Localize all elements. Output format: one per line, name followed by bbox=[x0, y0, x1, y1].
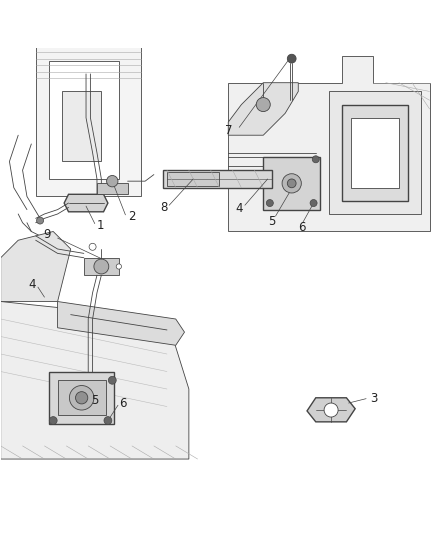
Circle shape bbox=[287, 179, 295, 188]
Text: 5: 5 bbox=[268, 215, 275, 228]
Polygon shape bbox=[57, 380, 106, 415]
Circle shape bbox=[106, 175, 118, 187]
Circle shape bbox=[108, 376, 116, 384]
Circle shape bbox=[311, 156, 318, 163]
Polygon shape bbox=[166, 172, 219, 185]
Polygon shape bbox=[228, 56, 428, 231]
Text: 2: 2 bbox=[128, 210, 135, 223]
Circle shape bbox=[69, 385, 94, 410]
Circle shape bbox=[94, 259, 109, 274]
Text: 9: 9 bbox=[43, 229, 50, 241]
Polygon shape bbox=[1, 231, 71, 302]
Polygon shape bbox=[64, 195, 108, 212]
Text: 1: 1 bbox=[96, 219, 104, 232]
Polygon shape bbox=[228, 83, 297, 135]
Circle shape bbox=[256, 98, 270, 111]
Circle shape bbox=[323, 403, 337, 417]
Polygon shape bbox=[306, 398, 354, 422]
Circle shape bbox=[287, 54, 295, 63]
Circle shape bbox=[266, 199, 273, 207]
Circle shape bbox=[116, 264, 121, 269]
Circle shape bbox=[49, 417, 57, 424]
Text: 5: 5 bbox=[91, 394, 98, 407]
Polygon shape bbox=[49, 61, 119, 179]
Circle shape bbox=[75, 392, 88, 404]
Circle shape bbox=[36, 217, 43, 224]
Polygon shape bbox=[263, 157, 319, 209]
Text: 3: 3 bbox=[369, 392, 376, 405]
Polygon shape bbox=[341, 104, 407, 201]
Polygon shape bbox=[162, 170, 272, 188]
Circle shape bbox=[282, 174, 300, 193]
Polygon shape bbox=[328, 92, 420, 214]
Text: 4: 4 bbox=[235, 202, 242, 215]
Text: 6: 6 bbox=[119, 397, 127, 410]
Polygon shape bbox=[84, 258, 119, 275]
Polygon shape bbox=[57, 302, 184, 345]
Polygon shape bbox=[49, 372, 114, 424]
Polygon shape bbox=[62, 92, 101, 161]
Text: 6: 6 bbox=[297, 222, 305, 235]
Circle shape bbox=[89, 243, 96, 251]
Polygon shape bbox=[35, 43, 141, 197]
Polygon shape bbox=[350, 118, 398, 188]
Text: 8: 8 bbox=[159, 201, 167, 214]
Circle shape bbox=[309, 199, 316, 207]
Text: 7: 7 bbox=[225, 124, 232, 138]
Polygon shape bbox=[97, 183, 127, 195]
Polygon shape bbox=[1, 302, 188, 459]
Text: 4: 4 bbox=[28, 278, 36, 290]
Circle shape bbox=[104, 417, 112, 424]
